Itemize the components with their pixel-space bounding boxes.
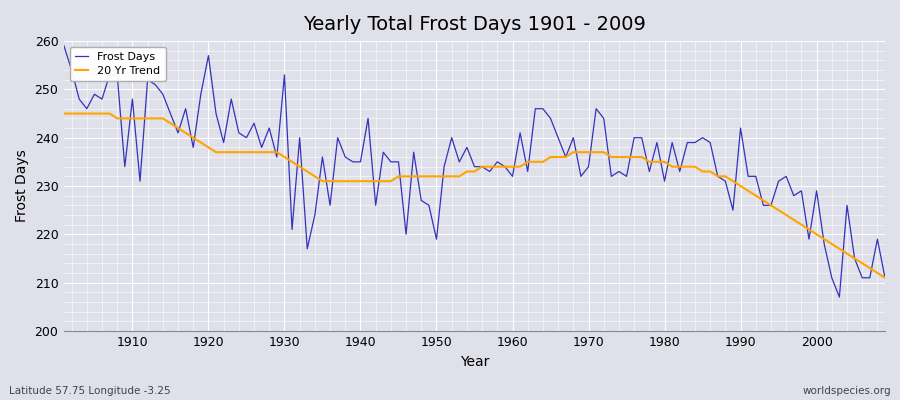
X-axis label: Year: Year <box>460 355 490 369</box>
Frost Days <box>58 44 69 48</box>
20 Yr Trend <box>500 164 510 169</box>
20 Yr Trend <box>58 111 69 116</box>
20 Yr Trend <box>286 160 297 164</box>
Frost Days <box>120 164 130 169</box>
20 Yr Trend <box>120 116 130 121</box>
Frost Days <box>507 174 517 179</box>
Text: worldspecies.org: worldspecies.org <box>803 386 891 396</box>
Frost Days <box>332 135 343 140</box>
20 Yr Trend <box>879 275 890 280</box>
Frost Days <box>879 275 890 280</box>
Legend: Frost Days, 20 Yr Trend: Frost Days, 20 Yr Trend <box>69 47 166 81</box>
Line: 20 Yr Trend: 20 Yr Trend <box>64 114 885 278</box>
Y-axis label: Frost Days: Frost Days <box>15 150 29 222</box>
20 Yr Trend <box>598 150 609 154</box>
Title: Yearly Total Frost Days 1901 - 2009: Yearly Total Frost Days 1901 - 2009 <box>303 15 646 34</box>
20 Yr Trend <box>507 164 517 169</box>
Frost Days <box>286 227 297 232</box>
Text: Latitude 57.75 Longitude -3.25: Latitude 57.75 Longitude -3.25 <box>9 386 171 396</box>
Frost Days <box>500 164 510 169</box>
Line: Frost Days: Frost Days <box>64 46 885 297</box>
Frost Days <box>834 295 845 300</box>
20 Yr Trend <box>332 179 343 184</box>
Frost Days <box>598 116 609 121</box>
